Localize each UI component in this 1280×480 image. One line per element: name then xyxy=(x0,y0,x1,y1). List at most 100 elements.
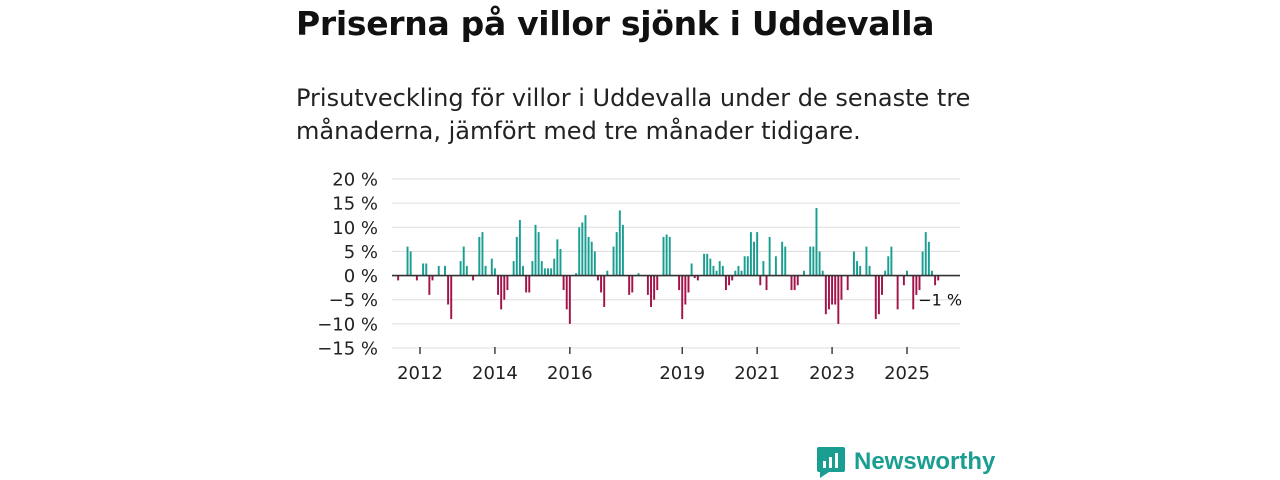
bar xyxy=(718,261,721,276)
bar xyxy=(927,241,930,276)
bar xyxy=(921,251,924,276)
bar xyxy=(650,275,652,307)
grid-lines xyxy=(392,178,960,349)
bar xyxy=(628,275,631,295)
bar xyxy=(431,275,434,281)
x-tick-label: 2012 xyxy=(397,363,443,384)
bar xyxy=(859,265,862,276)
bar xyxy=(559,249,562,276)
bar xyxy=(915,275,918,295)
x-tick-label: 2023 xyxy=(809,363,855,384)
bar xyxy=(709,258,712,276)
price-change-chart: 20 %15 %10 %5 %0 %−5 %−10 %−15 % 2012 201… xyxy=(317,170,962,385)
bar xyxy=(653,275,656,300)
bar xyxy=(637,273,640,276)
bar xyxy=(512,261,515,276)
bar xyxy=(877,275,880,315)
bar xyxy=(684,275,687,305)
x-tick-label: 2025 xyxy=(884,363,930,384)
bar xyxy=(409,251,412,276)
y-tick-label: 10 % xyxy=(332,218,378,239)
bar xyxy=(934,275,937,286)
bar xyxy=(731,275,734,281)
bar xyxy=(584,215,587,276)
bar xyxy=(812,246,815,276)
bar xyxy=(687,275,690,293)
bar xyxy=(734,270,737,276)
bar xyxy=(868,265,871,276)
bar xyxy=(618,210,621,276)
bar xyxy=(665,234,668,276)
bar xyxy=(631,275,634,293)
bar xyxy=(437,265,440,276)
bar xyxy=(478,236,481,276)
bar xyxy=(865,246,868,276)
bar xyxy=(856,261,859,276)
bar xyxy=(749,232,752,276)
bar xyxy=(724,275,727,291)
bar xyxy=(931,270,933,276)
bar xyxy=(459,261,462,276)
bar xyxy=(556,239,559,276)
bar xyxy=(756,232,759,276)
bar xyxy=(490,258,493,276)
y-tick-label: 15 % xyxy=(332,194,378,215)
newsworthy-logo: Newsworthy xyxy=(816,446,995,478)
bar xyxy=(547,268,549,276)
bar xyxy=(450,275,453,320)
bar xyxy=(481,232,484,276)
x-tick-label: 2021 xyxy=(734,363,780,384)
bar xyxy=(668,236,671,276)
bar xyxy=(827,275,830,310)
chart-subtitle: Prisutveckling för villor i Uddevalla un… xyxy=(296,84,971,145)
bar xyxy=(712,265,715,276)
bar xyxy=(397,275,400,281)
bar xyxy=(815,207,818,276)
bar xyxy=(821,270,824,276)
bar xyxy=(902,275,905,286)
bar xyxy=(912,275,915,310)
bar xyxy=(587,236,590,276)
bar xyxy=(896,275,899,310)
bar xyxy=(522,265,524,276)
bar xyxy=(784,246,787,276)
bar xyxy=(537,232,540,276)
chat-chart-icon xyxy=(817,447,845,478)
bar xyxy=(550,268,553,276)
bar xyxy=(415,275,418,281)
y-tick-label: 20 % xyxy=(332,170,378,191)
bar xyxy=(678,275,681,291)
bar xyxy=(715,270,718,276)
bar xyxy=(874,275,877,320)
bar xyxy=(518,220,521,276)
bar xyxy=(578,227,581,276)
bar xyxy=(768,236,771,276)
bar xyxy=(887,256,890,276)
bar xyxy=(596,275,599,281)
bar xyxy=(600,275,603,293)
bar xyxy=(753,241,755,276)
bar xyxy=(906,270,908,276)
bar xyxy=(581,222,584,276)
bar xyxy=(472,275,475,281)
x-axis: 2012 2014 2016 2019 2021 2023 2025 xyxy=(397,347,930,384)
bar xyxy=(762,261,765,276)
bar xyxy=(774,256,777,276)
bar xyxy=(837,275,840,324)
chart-title: Priserna på villor sjönk i Uddevalla xyxy=(296,4,935,43)
bar xyxy=(593,251,596,276)
bar xyxy=(728,275,731,286)
bar xyxy=(525,275,528,293)
bar xyxy=(543,268,546,276)
bar xyxy=(612,246,615,276)
bar xyxy=(690,263,693,276)
bar xyxy=(646,275,649,295)
bar xyxy=(818,251,821,276)
bar xyxy=(615,232,618,276)
bar xyxy=(606,270,609,276)
bar xyxy=(706,253,709,276)
bar xyxy=(759,275,762,286)
bar xyxy=(793,275,796,291)
bar xyxy=(884,270,887,276)
bar xyxy=(703,253,706,276)
